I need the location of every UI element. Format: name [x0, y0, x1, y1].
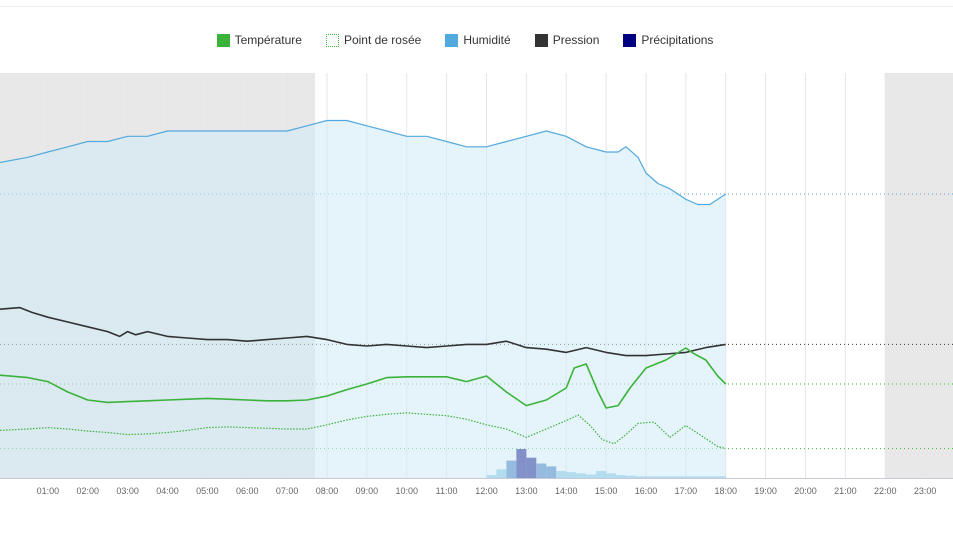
x-tick-label: 09:00 [356, 486, 379, 496]
x-tick-label: 22:00 [874, 486, 897, 496]
humidity-area [0, 120, 726, 478]
x-tick-label: 14:00 [555, 486, 578, 496]
legend-item-humidity[interactable]: Humidité [445, 33, 511, 47]
legend-swatch-dew-point [325, 33, 339, 47]
legend-label-precipitation: Précipitations [641, 33, 714, 47]
legend-item-dew-point[interactable]: Point de rosée [325, 33, 422, 47]
legend-label-humidity: Humidité [463, 33, 511, 47]
top-border [0, 0, 953, 7]
x-tick-label: 13:00 [515, 486, 538, 496]
x-tick-label: 08:00 [316, 486, 339, 496]
legend-swatch-pressure [534, 33, 548, 47]
x-tick-label: 04:00 [156, 486, 179, 496]
x-tick-label: 10:00 [395, 486, 418, 496]
temperature-line [0, 347, 727, 409]
x-axis: 01:00 02:00 03:00 04:00 05:00 06:00 07:00 08:00… [0, 478, 953, 496]
x-tick-label: 20:00 [794, 486, 817, 496]
x-tick-label: 05:00 [196, 486, 219, 496]
x-tick-label: 12:00 [475, 486, 498, 496]
chart-legend: Température Point de rosée Humidité Pres… [0, 30, 930, 50]
x-tick-label: 15:00 [595, 486, 618, 496]
x-tick-label: 03:00 [116, 486, 139, 496]
x-tick-label: 01:00 [37, 486, 60, 496]
legend-label-dew-point: Point de rosée [343, 33, 422, 47]
x-tick-label: 23:00 [914, 486, 937, 496]
legend-swatch-temperature [216, 33, 230, 47]
x-tick-label: 18:00 [714, 486, 737, 496]
legend-label-pressure: Pression [552, 33, 600, 47]
x-tick-label: 07:00 [276, 486, 299, 496]
legend-swatch-humidity [445, 33, 459, 47]
humidity-line [0, 119, 727, 206]
legend-item-precipitation[interactable]: Précipitations [623, 33, 713, 47]
x-tick-label: 02:00 [76, 486, 99, 496]
legend-swatch-precipitation [623, 33, 637, 47]
x-tick-label: 11:00 [436, 486, 458, 496]
x-tick-label: 21:00 [834, 486, 857, 496]
legend-item-pressure[interactable]: Pression [534, 33, 600, 47]
x-tick-label: 16:00 [635, 486, 658, 496]
x-tick-label: 17:00 [675, 486, 698, 496]
dew-point-line [0, 412, 726, 450]
line-series [0, 119, 727, 478]
legend-label-temperature: Température [234, 33, 302, 47]
night-shade-1 [885, 73, 953, 478]
legend-item-temperature[interactable]: Température [216, 33, 302, 47]
weather-chart: 01:00 02:00 03:00 04:00 05:00 06:00 07:00 08:00… [0, 73, 953, 496]
x-tick-label: 06:00 [236, 486, 259, 496]
x-tick-label: 19:00 [754, 486, 777, 496]
pressure-line [0, 306, 726, 357]
